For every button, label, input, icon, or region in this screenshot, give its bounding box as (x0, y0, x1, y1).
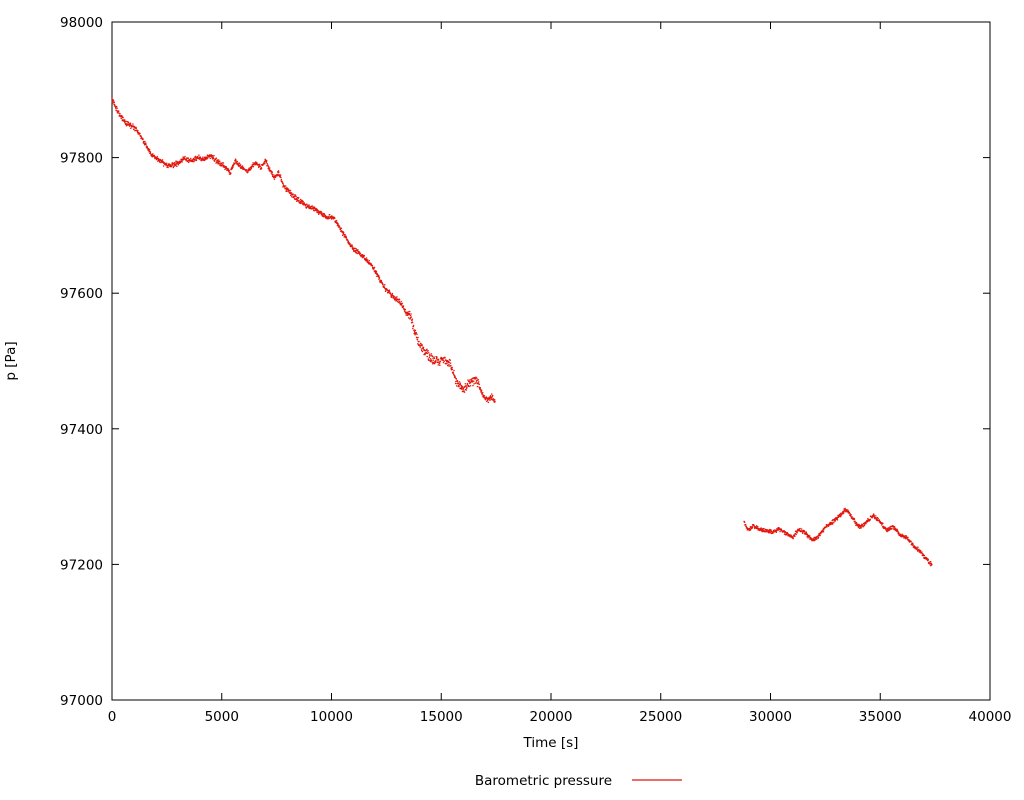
svg-text:5000: 5000 (205, 709, 239, 725)
y-axis-title: p [Pa] (3, 341, 19, 380)
svg-text:35000: 35000 (859, 709, 902, 725)
svg-text:0: 0 (108, 709, 117, 725)
svg-text:97200: 97200 (60, 557, 103, 573)
svg-text:97400: 97400 (60, 422, 103, 438)
x-axis-title: Time [s] (523, 735, 579, 751)
legend-label: Barometric pressure (475, 773, 612, 789)
svg-text:15000: 15000 (420, 709, 463, 725)
svg-text:97000: 97000 (60, 693, 103, 709)
svg-text:98000: 98000 (60, 15, 103, 31)
svg-text:30000: 30000 (749, 709, 792, 725)
data-points (111, 98, 933, 567)
svg-text:40000: 40000 (969, 709, 1012, 725)
svg-text:97600: 97600 (60, 286, 103, 302)
axes: 0 5000 10000 15000 20000 25000 30000 35000 40000… (60, 15, 1011, 725)
svg-text:20000: 20000 (530, 709, 573, 725)
svg-text:10000: 10000 (310, 709, 353, 725)
svg-text:25000: 25000 (639, 709, 682, 725)
svg-text:97800: 97800 (60, 151, 103, 167)
